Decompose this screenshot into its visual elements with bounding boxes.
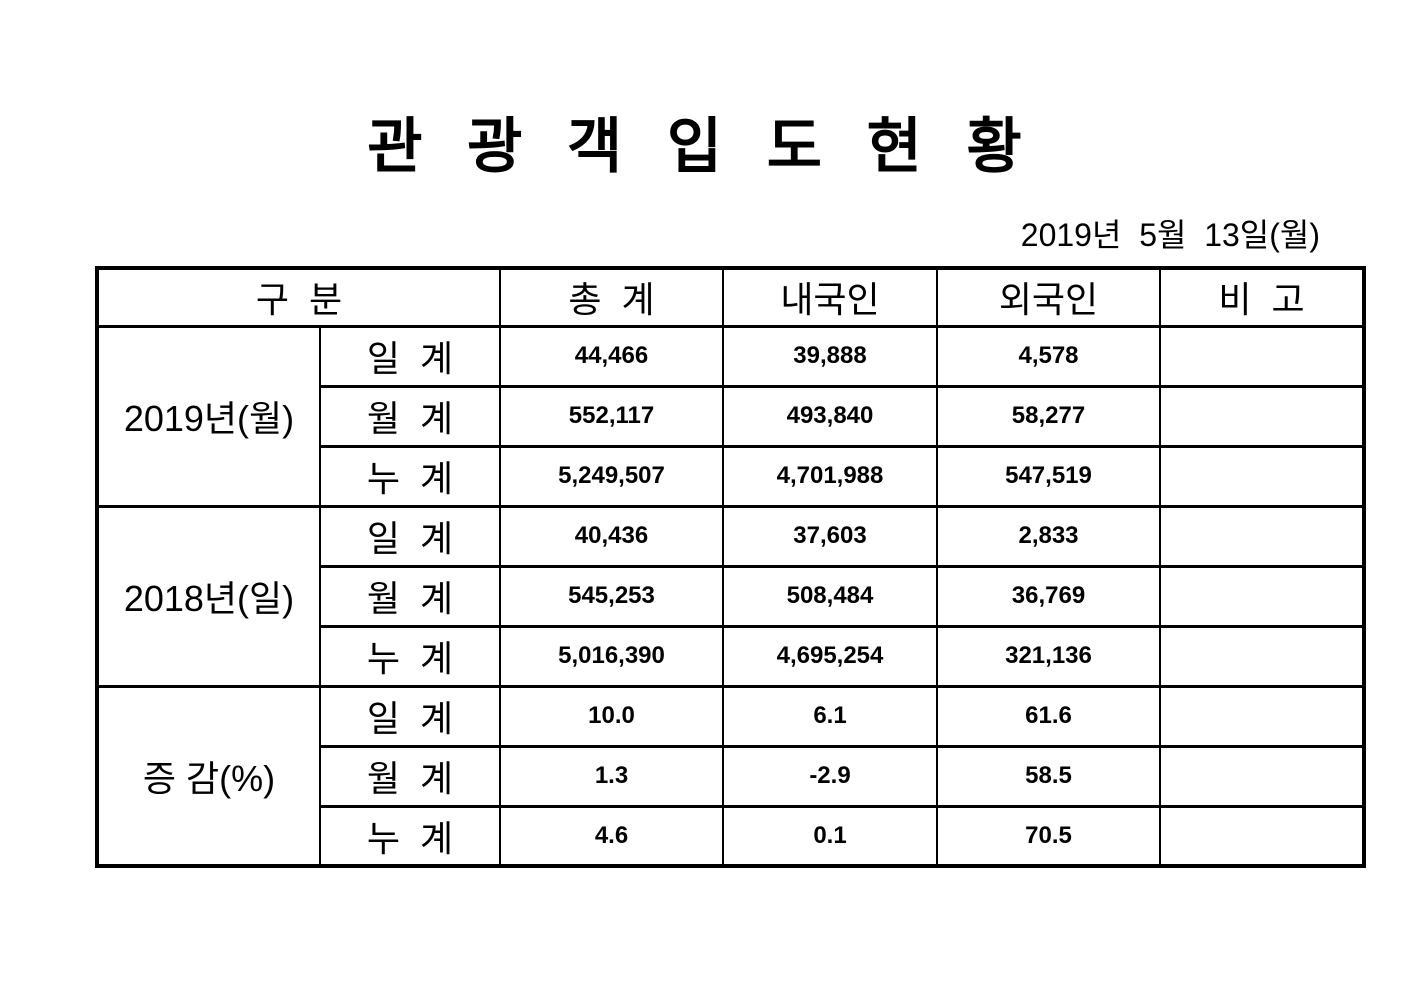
group-label-2018: 2018년(일): [96, 504, 321, 688]
document-date: 2019년 5월 13일(월): [1020, 217, 1320, 253]
value-remark: [1159, 564, 1365, 628]
value-domestic: 6.1: [722, 684, 938, 748]
value-total: 1.3: [499, 744, 724, 808]
row-label: 일 계: [319, 504, 501, 568]
value-domestic: 39,888: [722, 324, 938, 388]
table-row: 2018년(일) 일 계 40,436 37,603 2,833: [96, 504, 1365, 688]
value-total: 44,466: [499, 324, 724, 388]
value-total: 10.0: [499, 684, 724, 748]
group-label-change: 증 감(%): [96, 684, 321, 868]
value-domestic: 4,701,988: [722, 444, 938, 508]
row-label: 일 계: [319, 324, 501, 388]
row-label: 누 계: [319, 444, 501, 508]
row-label: 월 계: [319, 384, 501, 448]
value-foreign: 61.6: [936, 684, 1161, 748]
table-header-row: 구 분 총 계 내국인 외국인 비 고: [96, 266, 1365, 328]
value-remark: [1159, 624, 1365, 688]
value-total: 4.6: [499, 804, 724, 868]
value-domestic: 508,484: [722, 564, 938, 628]
value-remark: [1159, 384, 1365, 448]
table-row: 월 계 1.3 -2.9 58.5: [97, 744, 1365, 808]
value-remark: [1159, 804, 1365, 868]
value-total: 545,253: [499, 564, 724, 628]
value-foreign: 36,769: [936, 564, 1161, 628]
page-title: 관 광 객 입 도 현 황: [367, 113, 1036, 180]
value-total: 40,436: [499, 504, 724, 568]
row-label: 누 계: [319, 624, 501, 688]
value-domestic: 4,695,254: [722, 624, 938, 688]
value-foreign: 321,136: [936, 624, 1161, 688]
value-total: 552,117: [499, 384, 724, 448]
row-label: 월 계: [319, 564, 501, 628]
value-domestic: 493,840: [722, 384, 938, 448]
table-row: 월 계 545,253 508,484 36,769: [97, 564, 1365, 628]
row-label: 일 계: [319, 684, 501, 748]
value-remark: [1159, 324, 1365, 388]
table-row: 누 계 4.6 0.1 70.5: [97, 804, 1365, 868]
value-foreign: 2,833: [936, 504, 1161, 568]
value-remark: [1159, 744, 1365, 808]
header-category: 구 분: [96, 266, 501, 328]
group-label-2019: 2019년(월): [96, 324, 321, 508]
tourist-arrival-table: 구 분 총 계 내국인 외국인 비 고 2019년(월) 일 계 44,466 …: [95, 266, 1366, 868]
value-foreign: 4,578: [936, 324, 1161, 388]
table-row: 2019년(월) 일 계 44,466 39,888 4,578: [96, 324, 1365, 508]
header-total: 총 계: [499, 266, 724, 328]
table-row: 누 계 5,016,390 4,695,254 321,136: [97, 624, 1365, 688]
header-remark: 비 고: [1159, 266, 1365, 328]
row-label: 누 계: [319, 804, 501, 868]
value-total: 5,249,507: [499, 444, 724, 508]
value-foreign: 547,519: [936, 444, 1161, 508]
value-foreign: 58,277: [936, 384, 1161, 448]
value-foreign: 70.5: [936, 804, 1161, 868]
value-remark: [1159, 444, 1365, 508]
value-remark: [1159, 684, 1365, 748]
value-foreign: 58.5: [936, 744, 1161, 808]
table-row: 증 감(%) 일 계 10.0 6.1 61.6: [96, 684, 1365, 868]
table-row: 월 계 552,117 493,840 58,277: [97, 384, 1365, 448]
value-domestic: -2.9: [722, 744, 938, 808]
header-foreign: 외국인: [936, 266, 1161, 328]
value-domestic: 37,603: [722, 504, 938, 568]
row-label: 월 계: [319, 744, 501, 808]
value-domestic: 0.1: [722, 804, 938, 868]
value-remark: [1159, 504, 1365, 568]
header-domestic: 내국인: [722, 266, 938, 328]
table-row: 누 계 5,249,507 4,701,988 547,519: [97, 444, 1365, 508]
value-total: 5,016,390: [499, 624, 724, 688]
